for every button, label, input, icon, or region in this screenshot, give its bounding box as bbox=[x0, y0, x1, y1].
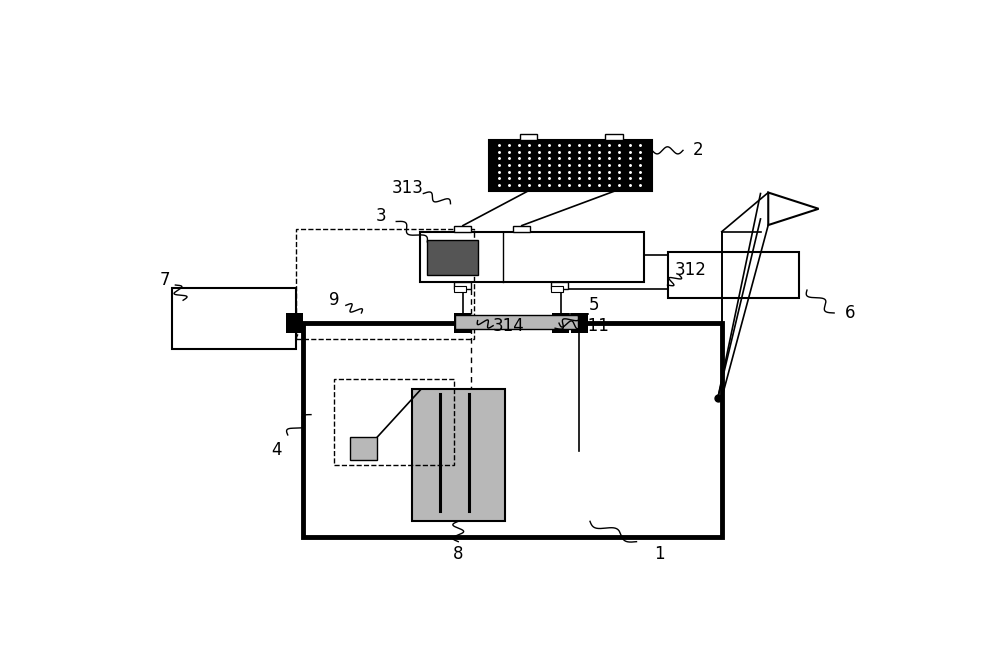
Bar bbox=[552, 313, 569, 333]
Text: 311: 311 bbox=[578, 317, 610, 335]
Bar bbox=[412, 389, 505, 521]
Text: 314: 314 bbox=[493, 317, 524, 335]
Text: 2: 2 bbox=[693, 141, 704, 159]
Bar bbox=[455, 315, 578, 329]
Bar bbox=[454, 313, 471, 333]
Bar bbox=[605, 134, 623, 140]
Bar bbox=[551, 286, 563, 292]
Bar bbox=[296, 229, 474, 339]
Text: 7: 7 bbox=[160, 271, 171, 289]
Text: 313: 313 bbox=[392, 180, 424, 197]
Bar bbox=[668, 252, 799, 298]
Bar bbox=[420, 232, 644, 282]
Bar bbox=[334, 379, 454, 465]
Bar bbox=[454, 282, 471, 288]
Bar bbox=[350, 438, 377, 461]
Bar bbox=[303, 323, 722, 537]
Bar bbox=[286, 313, 303, 333]
Text: 6: 6 bbox=[844, 304, 855, 322]
Bar bbox=[454, 226, 471, 232]
Polygon shape bbox=[768, 193, 819, 225]
Bar bbox=[172, 288, 296, 348]
Text: 1: 1 bbox=[654, 545, 665, 564]
Text: 312: 312 bbox=[675, 261, 707, 279]
Text: 3: 3 bbox=[375, 207, 386, 226]
Bar bbox=[520, 134, 537, 140]
Bar bbox=[551, 282, 568, 288]
Bar bbox=[512, 226, 530, 232]
Text: 9: 9 bbox=[329, 291, 340, 310]
Text: 8: 8 bbox=[453, 545, 464, 564]
Bar bbox=[427, 240, 478, 275]
Bar bbox=[571, 313, 588, 333]
Bar bbox=[454, 286, 466, 292]
Text: 4: 4 bbox=[271, 441, 281, 459]
Bar bbox=[489, 140, 652, 191]
Text: 5: 5 bbox=[589, 296, 599, 314]
